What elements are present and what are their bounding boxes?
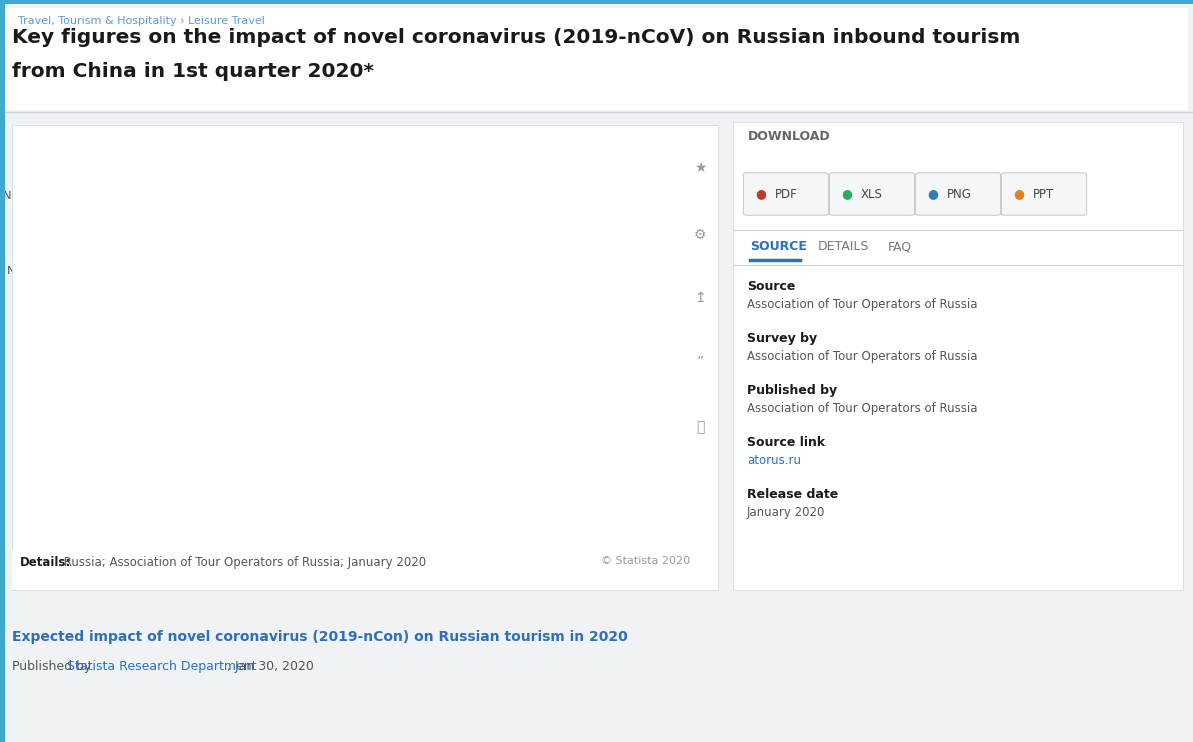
Text: 50 000: 50 000 — [416, 344, 465, 356]
Bar — [245, 168, 696, 232]
Text: DETAILS: DETAILS — [818, 240, 870, 253]
Text: Survey by: Survey by — [747, 332, 817, 345]
Text: SOURCE: SOURCE — [750, 240, 806, 253]
Text: Russia; Association of Tour Operators of Russia; January 2020: Russia; Association of Tour Operators of… — [60, 556, 426, 569]
Text: Travel, Tourism & Hospitality › Leisure Travel: Travel, Tourism & Hospitality › Leisure … — [18, 16, 265, 26]
Text: DOWNLOAD: DOWNLOAD — [748, 130, 830, 143]
Text: Release date: Release date — [747, 488, 839, 501]
Text: FAQ: FAQ — [888, 240, 913, 253]
Bar — [245, 481, 579, 519]
Text: Association of Tour Operators of Russia: Association of Tour Operators of Russia — [747, 298, 977, 311]
Text: 120 000: 120 000 — [650, 194, 707, 206]
Text: ”: ” — [697, 355, 704, 369]
Text: Source: Source — [747, 280, 796, 293]
Bar — [245, 405, 395, 444]
Text: PPT: PPT — [1033, 188, 1055, 200]
Text: 100 000: 100 000 — [583, 493, 641, 507]
Text: Details:: Details: — [20, 556, 72, 569]
Bar — [245, 255, 276, 295]
Text: 9 000: 9 000 — [280, 269, 320, 281]
Bar — [245, 243, 696, 306]
Text: Association of Tour Operators of Russia: Association of Tour Operators of Russia — [747, 350, 977, 363]
Text: ●: ● — [755, 188, 766, 200]
Text: Key figures: Key figures — [437, 572, 502, 585]
Text: Published by: Published by — [12, 660, 95, 673]
Bar — [245, 468, 696, 531]
Text: Key figures on the impact of novel coronavirus (2019-nCoV) on Russian inbound to: Key figures on the impact of novel coron… — [12, 28, 1020, 47]
Text: atorus.ru: atorus.ru — [747, 454, 801, 467]
Bar — [245, 330, 412, 370]
Text: 45 000: 45 000 — [400, 418, 449, 432]
Bar — [245, 393, 696, 456]
Bar — [245, 180, 645, 220]
Text: © Statista 2020: © Statista 2020 — [601, 556, 690, 566]
Text: ●: ● — [841, 188, 853, 200]
Text: Source link: Source link — [747, 436, 826, 449]
Text: ↥: ↥ — [694, 291, 706, 305]
Text: ●: ● — [1014, 188, 1025, 200]
Text: ★: ★ — [694, 161, 706, 175]
Bar — [245, 318, 696, 381]
Text: January 2020: January 2020 — [747, 506, 826, 519]
Text: Association of Tour Operators of Russia: Association of Tour Operators of Russia — [747, 402, 977, 415]
Text: Published by: Published by — [747, 384, 837, 397]
Text: , Jan 30, 2020: , Jan 30, 2020 — [227, 660, 314, 673]
Text: ●: ● — [928, 188, 939, 200]
Text: XLS: XLS — [861, 188, 883, 200]
Text: from China in 1st quarter 2020*: from China in 1st quarter 2020* — [12, 62, 373, 81]
Text: ⚙: ⚙ — [694, 228, 706, 242]
Text: ⎙: ⎙ — [696, 420, 704, 434]
Text: Statista Research Department: Statista Research Department — [67, 660, 256, 673]
Text: PDF: PDF — [775, 188, 798, 200]
Text: PNG: PNG — [947, 188, 972, 200]
Text: Expected impact of novel coronavirus (2019-nCon) on Russian tourism in 2020: Expected impact of novel coronavirus (20… — [12, 630, 628, 644]
